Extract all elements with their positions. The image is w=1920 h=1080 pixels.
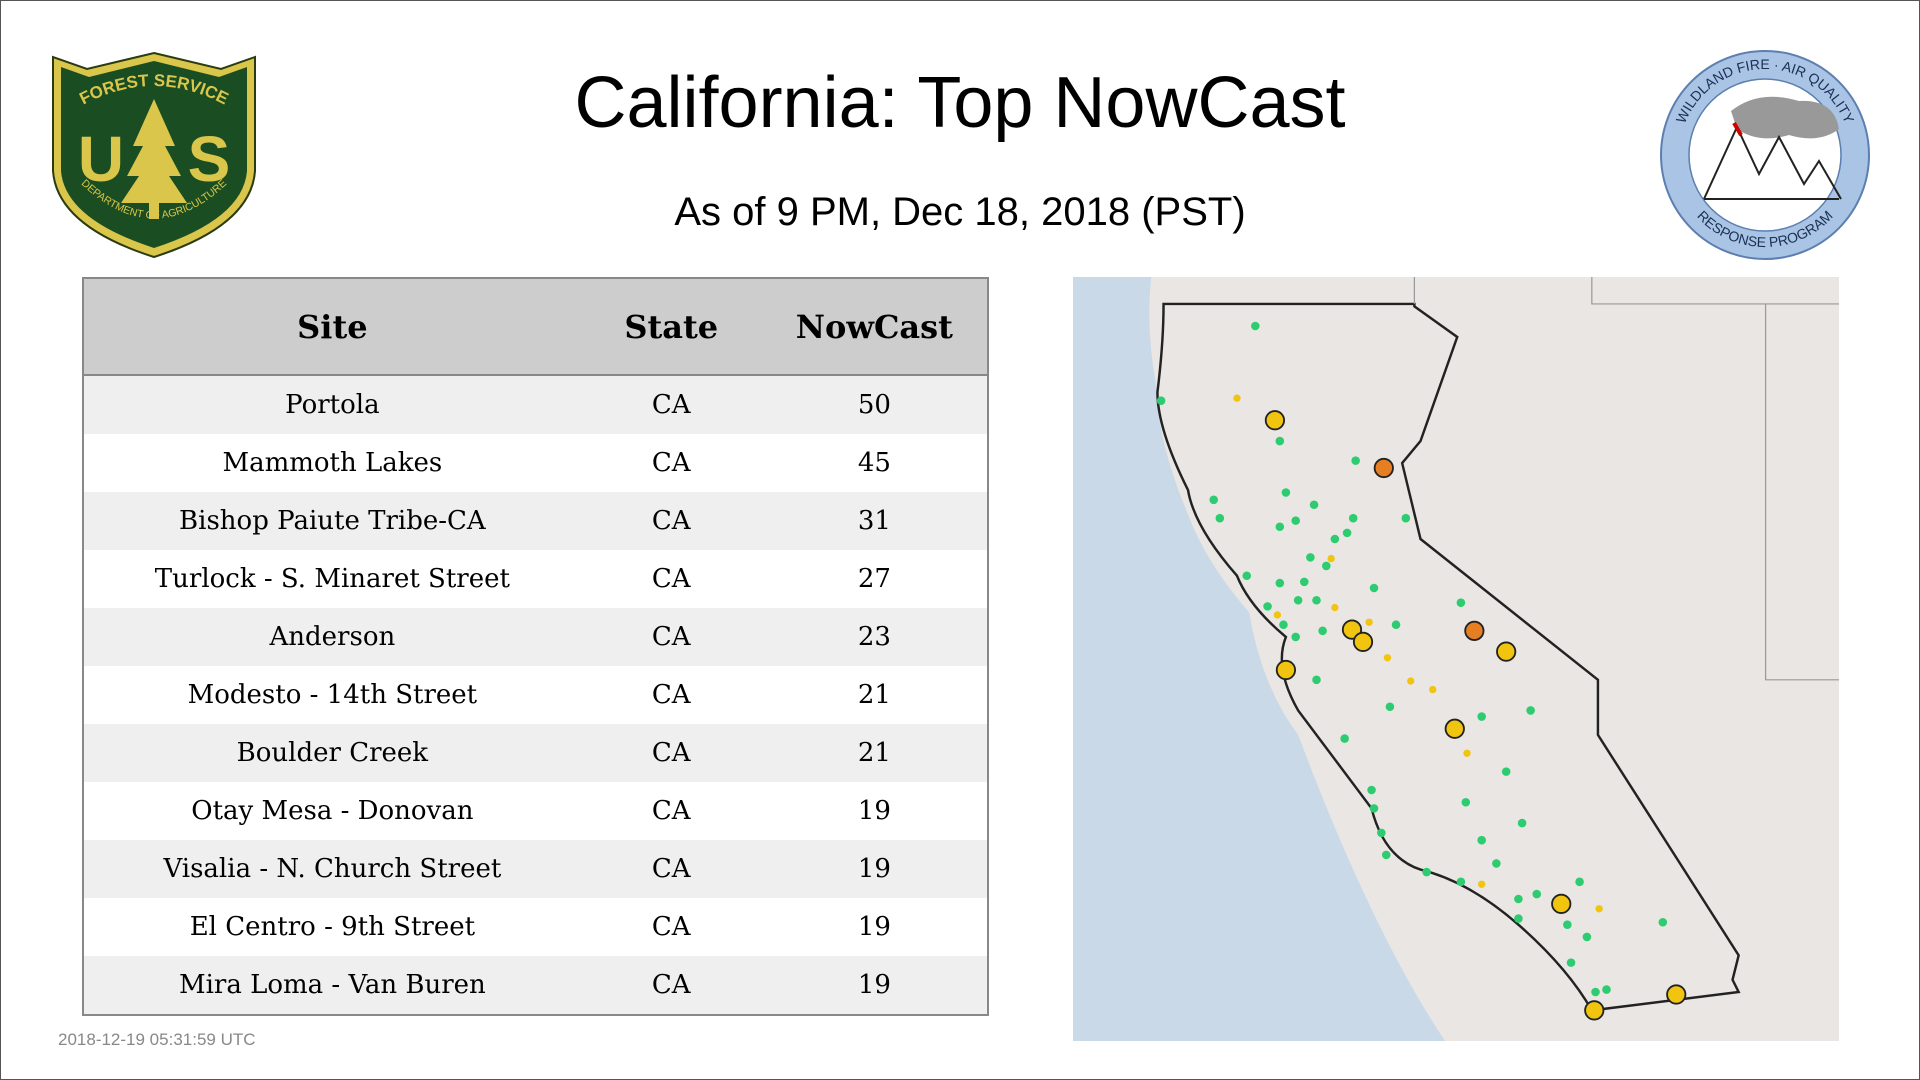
table-cell: Otay Mesa - Donovan bbox=[191, 796, 474, 826]
table-cell: CA bbox=[651, 564, 691, 594]
table-cell: CA bbox=[651, 912, 691, 942]
table-row: Visalia - N. Church Street CA 19 bbox=[83, 840, 988, 898]
table-cell: El Centro - 9th Street bbox=[189, 912, 476, 942]
table-row: Mammoth Lakes CA 45 bbox=[83, 434, 988, 492]
column-header: Site bbox=[83, 278, 581, 376]
table-body: Portola CA 50 Mammoth Lakes CA 45 Bishop Paiut… bbox=[83, 375, 988, 1015]
table-row: El Centro - 9th Street CA 19 bbox=[83, 898, 988, 956]
table-row: Mira Loma - Van Buren CA 19 bbox=[83, 956, 988, 1015]
wildland-logo: WILDLAND FIRE · AIR QUALITY RESPONSE PRO… bbox=[1660, 50, 1870, 260]
table-cell: 21 bbox=[761, 724, 988, 782]
table-cell: Visalia - N. Church Street bbox=[83, 840, 581, 898]
table-row: Bishop Paiute Tribe-CA CA 31 bbox=[83, 492, 988, 550]
table-cell: Mammoth Lakes bbox=[222, 448, 443, 478]
table-cell: Turlock - S. Minaret Street bbox=[154, 564, 510, 594]
table-cell: Portola bbox=[83, 375, 581, 434]
table-row: Portola CA 50 bbox=[83, 375, 988, 434]
logo-letter: S bbox=[188, 123, 231, 195]
nowcast-table: Site State NowCast Portola CA 50 Mammoth Lake… bbox=[82, 277, 989, 1016]
table-cell: 19 bbox=[857, 912, 891, 942]
table-cell: 27 bbox=[857, 564, 891, 594]
logo-letter: U bbox=[78, 123, 124, 195]
table-row: Boulder Creek CA 21 bbox=[83, 724, 988, 782]
timestamp: 2018-12-19 05:31:59 UTC bbox=[58, 1030, 256, 1049]
column-header: NowCast bbox=[761, 278, 988, 376]
table-cell: Anderson bbox=[83, 608, 581, 666]
table-cell: Mira Loma - Van Buren bbox=[83, 956, 581, 1015]
table-cell: Modesto - 14th Street bbox=[187, 680, 478, 710]
table-cell: CA bbox=[580, 492, 762, 550]
table-row: Otay Mesa - Donovan CA 19 bbox=[83, 782, 988, 840]
table-cell: 19 bbox=[761, 840, 988, 898]
table-cell: CA bbox=[580, 375, 762, 434]
table-cell: CA bbox=[580, 840, 762, 898]
table-cell: 19 bbox=[857, 796, 891, 826]
map bbox=[1073, 277, 1839, 1041]
table-cell: 45 bbox=[857, 448, 891, 478]
title: California: Top NowCast bbox=[574, 63, 1346, 143]
table-cell: 23 bbox=[761, 608, 988, 666]
table-cell: CA bbox=[580, 724, 762, 782]
table-cell: CA bbox=[651, 448, 691, 478]
table-cell: 50 bbox=[761, 375, 988, 434]
table-cell: Bishop Paiute Tribe-CA bbox=[83, 492, 581, 550]
table-row: Modesto - 14th Street CA 21 bbox=[83, 666, 988, 724]
table-row: Anderson CA 23 bbox=[83, 608, 988, 666]
table-cell: CA bbox=[651, 680, 691, 710]
table-row: Turlock - S. Minaret Street CA 27 bbox=[83, 550, 988, 608]
table-header: Site State NowCast bbox=[83, 278, 988, 376]
table-cell: CA bbox=[651, 796, 691, 826]
table-cell: Boulder Creek bbox=[83, 724, 581, 782]
table-cell: 19 bbox=[761, 956, 988, 1015]
subtitle: As of 9 PM, Dec 18, 2018 (PST) bbox=[674, 190, 1246, 234]
table-cell: CA bbox=[580, 608, 762, 666]
table-cell: 21 bbox=[857, 680, 891, 710]
table-cell: 31 bbox=[761, 492, 988, 550]
forest-service-logo: FOREST SERVICE U S DEPARTMENT OF AGRICUL… bbox=[52, 51, 256, 259]
column-header: State bbox=[580, 278, 762, 376]
table-cell: CA bbox=[580, 956, 762, 1015]
